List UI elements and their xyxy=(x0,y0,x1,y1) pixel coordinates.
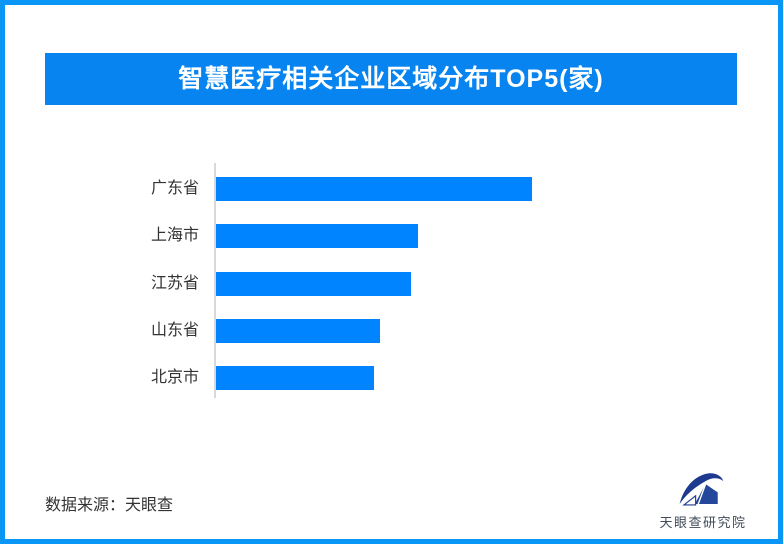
tianyancha-logo: 天眼查研究院 xyxy=(653,467,753,531)
bar xyxy=(216,224,418,248)
category-label: 北京市 xyxy=(150,369,199,386)
bar xyxy=(216,319,380,343)
data-source-text: 数据来源：天眼查 xyxy=(45,497,174,514)
y-axis-line xyxy=(214,163,216,398)
bar xyxy=(216,177,532,201)
chart-title: 智慧医疗相关企业区域分布TOP5(家) xyxy=(178,65,604,93)
bar-chart: 广东省上海市江苏省山东省北京市 xyxy=(5,5,778,539)
category-label: 上海市 xyxy=(150,227,199,244)
category-label: 江苏省 xyxy=(150,275,199,292)
bar xyxy=(216,366,374,390)
logo-text: 天眼查研究院 xyxy=(659,515,747,530)
tianyancha-eye-icon xyxy=(679,473,724,506)
category-label: 广东省 xyxy=(150,180,199,197)
bar xyxy=(216,272,411,296)
chart-title-banner: 智慧医疗相关企业区域分布TOP5(家) xyxy=(45,53,737,105)
category-label: 山东省 xyxy=(150,322,199,339)
